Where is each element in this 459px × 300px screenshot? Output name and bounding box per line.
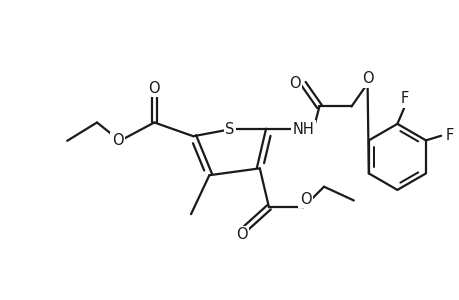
Text: O: O (148, 81, 160, 96)
Text: O: O (112, 133, 123, 148)
Text: O: O (235, 227, 247, 242)
Text: F: F (445, 128, 453, 143)
Text: O: O (299, 192, 311, 207)
Text: S: S (225, 122, 234, 137)
Text: F: F (399, 91, 408, 106)
Text: O: O (289, 76, 300, 91)
Text: NH: NH (292, 122, 313, 137)
Text: O: O (361, 71, 373, 86)
